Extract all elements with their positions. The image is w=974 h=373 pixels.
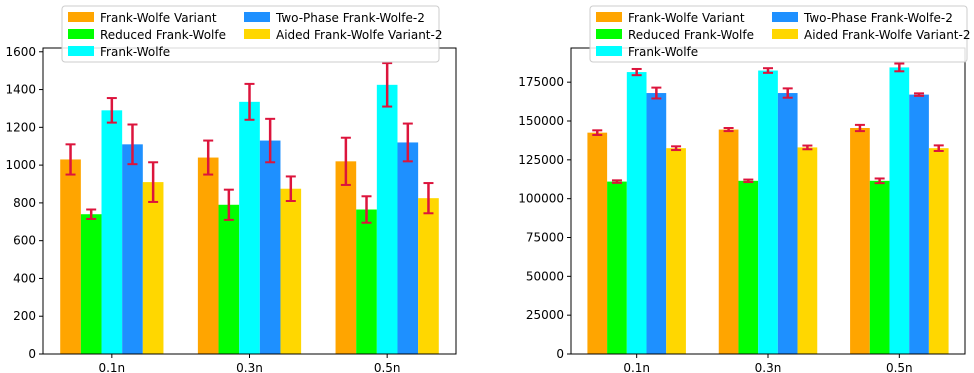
bar (928, 148, 949, 354)
legend-swatch (68, 12, 94, 22)
x-tick-label: 0.1n (623, 361, 650, 373)
x-tick-label: 0.1n (98, 361, 125, 373)
legend-label: Aided Frank-Wolfe Variant-2 (276, 28, 442, 42)
bar (869, 180, 890, 354)
legend-label: Two-Phase Frank-Wolfe-2 (803, 11, 953, 25)
y-tick-label: 175000 (518, 75, 564, 89)
x-tick-label: 0.3n (755, 361, 782, 373)
x-tick-label: 0.3n (236, 361, 263, 373)
legend-label: Frank-Wolfe (100, 45, 170, 59)
bar (101, 110, 123, 354)
legend-swatch (596, 29, 622, 39)
y-tick-label: 150000 (518, 114, 564, 128)
y-tick-label: 1600 (5, 45, 36, 59)
bar (718, 129, 739, 354)
bar (646, 93, 667, 354)
y-tick-label: 600 (13, 234, 36, 248)
y-tick-label: 200 (13, 309, 36, 323)
bar (122, 144, 143, 354)
legend-swatch (596, 12, 622, 22)
legend-swatch (244, 29, 270, 39)
bar (218, 204, 240, 354)
bar (259, 140, 281, 354)
y-tick-label: 1400 (5, 83, 36, 97)
legend-swatch (596, 46, 622, 56)
bar (758, 70, 778, 355)
x-tick-label: 0.5n (374, 361, 401, 373)
bar (418, 198, 439, 354)
legend-swatch (68, 46, 94, 56)
bar (666, 148, 686, 354)
chart-panel-1: 0 200 400 600 800 1000 1200 1400 1600 0.1n 0.3n 0.5… (5, 5, 457, 373)
bar (280, 188, 302, 354)
bar (797, 147, 818, 354)
bar (909, 94, 929, 354)
legend-swatch (772, 29, 798, 39)
bar (850, 127, 870, 354)
bar (607, 181, 627, 354)
bar (397, 142, 419, 354)
bar (777, 93, 798, 354)
bar (376, 84, 398, 354)
y-tick-label: 800 (13, 196, 36, 210)
legend-label: Frank-Wolfe Variant (100, 11, 217, 25)
legend-label: Aided Frank-Wolfe Variant-2 (804, 28, 970, 42)
bar (626, 72, 647, 354)
bar (142, 182, 164, 354)
bar (239, 101, 260, 354)
legend-label: Reduced Frank-Wolfe (100, 28, 226, 42)
legend-label: Frank-Wolfe (628, 45, 698, 59)
legend-swatch (772, 12, 798, 22)
bar (60, 159, 81, 354)
y-tick-label: 50000 (526, 269, 564, 283)
y-tick-label: 0 (556, 347, 564, 361)
bar (80, 214, 102, 354)
legend-label: Two-Phase Frank-Wolfe-2 (275, 11, 425, 25)
x-tick-label: 0.5n (886, 361, 913, 373)
bar (889, 67, 910, 354)
bar (335, 161, 357, 354)
legend: Frank-Wolfe Variant Reduced Frank-Wolfe Fr… (61, 5, 442, 63)
bar (738, 180, 759, 354)
y-tick-label: 25000 (526, 308, 564, 322)
legend-swatch (68, 29, 94, 39)
legend-label: Reduced Frank-Wolfe (628, 28, 754, 42)
y-tick-label: 400 (13, 271, 36, 285)
legend-swatch (244, 12, 270, 22)
legend: Frank-Wolfe Variant Reduced Frank-Wolfe Fr… (589, 5, 970, 63)
y-tick-label: 0 (28, 347, 36, 361)
bar (587, 132, 608, 354)
y-tick-label: 75000 (526, 231, 564, 245)
y-tick-label: 1200 (5, 120, 36, 134)
bar (356, 209, 377, 354)
legend-label: Frank-Wolfe Variant (628, 11, 745, 25)
chart-panel-2: 0 25000 50000 75000 100000 125000 150000 175000… (518, 5, 970, 373)
y-tick-label: 1000 (5, 158, 36, 172)
y-tick-label: 125000 (518, 153, 564, 167)
bar (197, 157, 219, 354)
y-tick-label: 100000 (518, 192, 564, 206)
